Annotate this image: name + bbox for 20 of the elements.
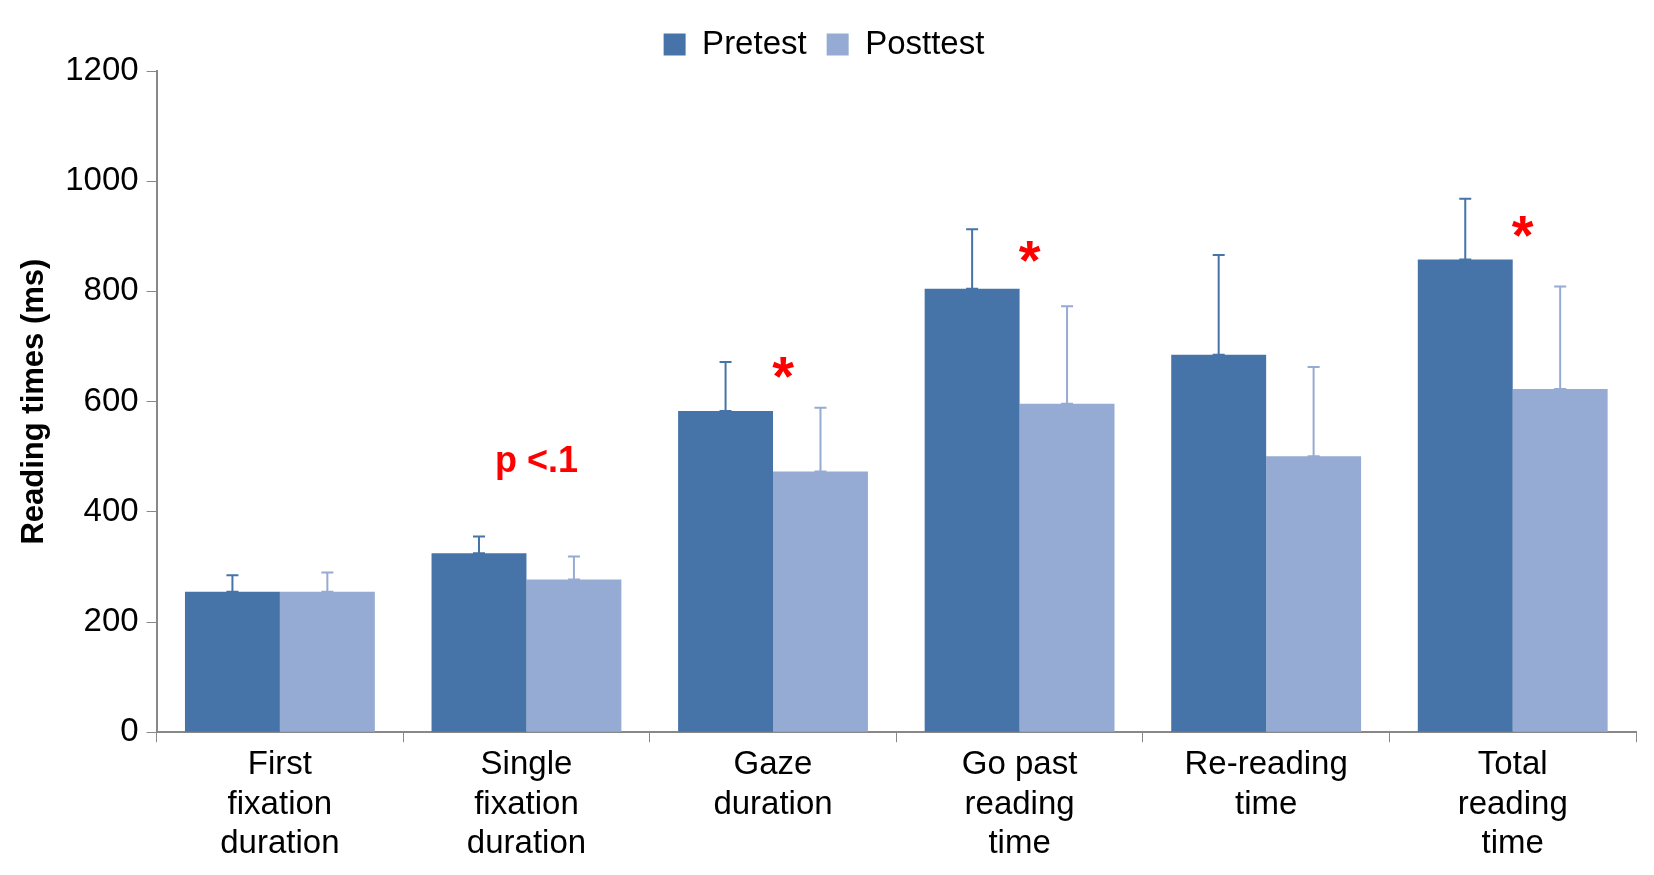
x-tick-label: Gaze duration — [713, 744, 833, 821]
annotation: * — [1018, 227, 1041, 291]
y-axis-title: Reading times (ms) — [15, 258, 51, 545]
x-tick-label: Total reading time — [1457, 744, 1568, 861]
y-tick-label: 400 — [83, 490, 139, 528]
x-tick-label: Single fixation duration — [466, 744, 587, 861]
y-tick-label: 0 — [120, 711, 139, 749]
annotation: p <.1 — [494, 438, 578, 480]
y-tick-label: 1000 — [65, 160, 139, 198]
annotation: * — [1511, 202, 1534, 266]
legend-label: Pretest — [702, 23, 807, 61]
x-tick-label: First fixation duration — [220, 744, 340, 861]
y-tick-label: 200 — [83, 601, 139, 639]
x-tick-label: Go past reading time — [961, 744, 1078, 861]
x-tick-label: Re-reading time — [1184, 744, 1348, 821]
y-tick-label: 1200 — [65, 50, 139, 88]
y-tick-label: 600 — [83, 380, 139, 418]
y-tick-label: 800 — [83, 270, 139, 308]
legend-label: Posttest — [865, 23, 985, 61]
annotation: * — [772, 344, 795, 408]
